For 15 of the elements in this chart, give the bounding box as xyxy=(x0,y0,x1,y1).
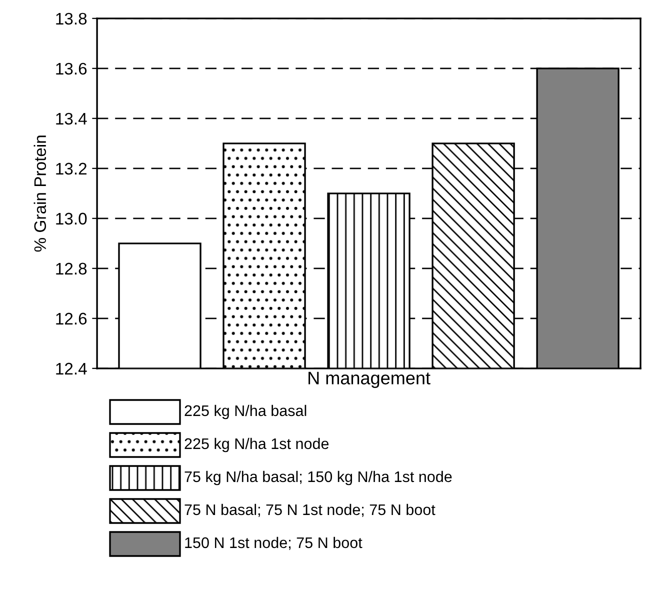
y-tick-label: 12.4 xyxy=(56,362,87,374)
legend-label: 150 N 1st node; 75 N boot xyxy=(185,536,362,550)
legend-label: 225 kg N/ha 1st node xyxy=(184,438,329,452)
y-tick-label: 13.6 xyxy=(56,62,87,75)
y-tick-label: 13.2 xyxy=(56,162,86,175)
y-tick-label: 13.0 xyxy=(56,212,87,225)
y-tick-label: 13.4 xyxy=(56,112,87,125)
y-tick-label: 12.6 xyxy=(56,312,87,325)
legend-label: 225 kg N/ha basal xyxy=(184,404,306,420)
y-tick-label: 13.8 xyxy=(56,12,87,25)
x-axis-title: N management xyxy=(308,372,430,388)
legend-label: 75 kg N/ha basal; 150 kg N/ha 1st node xyxy=(184,470,452,486)
y-tick-label: 12.8 xyxy=(56,262,87,275)
legend-label: 75 N basal; 75 N 1st node; 75 N boot xyxy=(184,504,436,517)
y-axis-title: % Grain Protein xyxy=(34,136,46,252)
